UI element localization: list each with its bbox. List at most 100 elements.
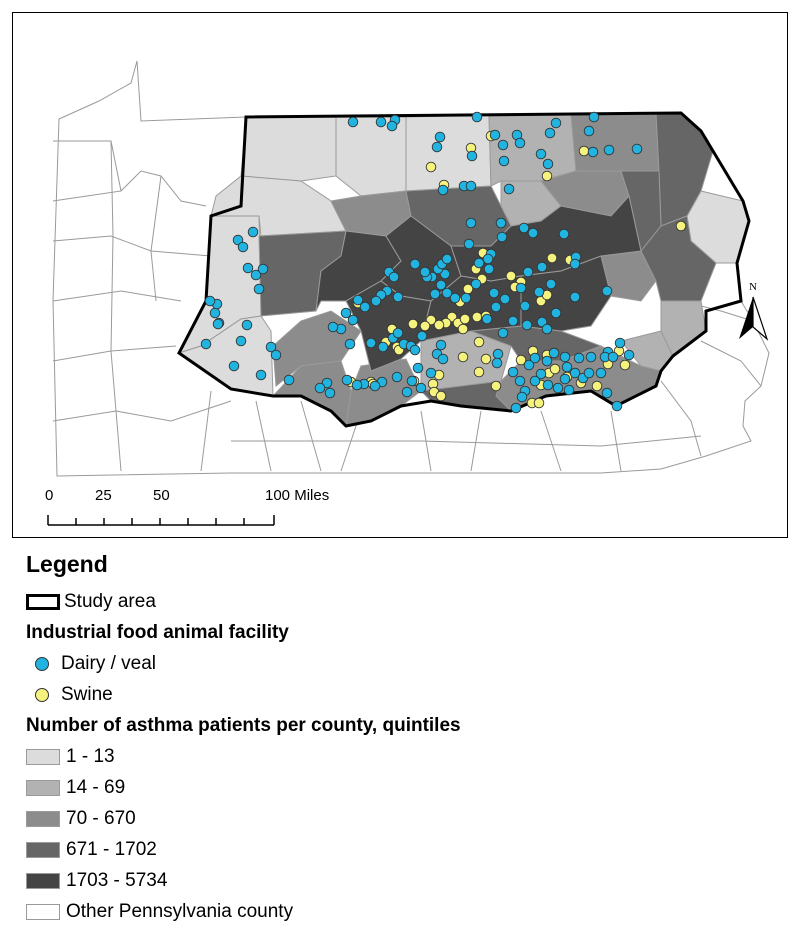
other-county-label: Other Pennsylvania county <box>66 900 294 922</box>
dairy-facility-point <box>588 111 600 123</box>
dairy-facility-point <box>327 321 339 333</box>
quintile-3-swatch <box>26 810 60 827</box>
dairy-facility-point <box>503 183 515 195</box>
asthma-heading: Number of asthma patients per county, qu… <box>26 714 461 736</box>
dairy-facility-point <box>463 238 475 250</box>
quintile-4-swatch <box>26 841 60 858</box>
dairy-facility-point <box>497 139 509 151</box>
dairy-facility-point <box>488 287 500 299</box>
dairy-facility-point <box>255 369 267 381</box>
dairy-facility-point <box>550 307 562 319</box>
dairy-facility-point <box>412 362 424 374</box>
dairy-facility-point <box>425 367 437 379</box>
swine-facility-point <box>435 390 447 402</box>
dairy-facility-point <box>370 295 382 307</box>
swine-label: Swine <box>61 683 113 705</box>
dairy-facility-point <box>601 387 613 399</box>
legend: Legend Study area Industrial food animal… <box>26 548 786 927</box>
dairy-facility-point <box>257 263 269 275</box>
dairy-facility-point <box>559 351 571 363</box>
dairy-facility-point <box>523 359 535 371</box>
dairy-facility-point <box>228 360 240 372</box>
dairy-facility-point <box>460 292 472 304</box>
dairy-facility-point <box>250 269 262 281</box>
dairy-facility-point <box>522 266 534 278</box>
dairy-facility-point <box>391 371 403 383</box>
dairy-facility-point <box>552 382 564 394</box>
dairy-facility-point <box>527 227 539 239</box>
county-q4 <box>640 215 717 302</box>
swine-dot-swatch <box>35 687 49 702</box>
dairy-facility-point <box>473 257 485 269</box>
dairy-facility-point <box>235 335 247 347</box>
dairy-facility-point <box>377 341 389 353</box>
scale-bar <box>47 515 275 526</box>
dairy-facility-point <box>533 286 545 298</box>
dairy-facility-point <box>465 217 477 229</box>
dairy-facility-point <box>529 352 541 364</box>
dairy-facility-point <box>498 155 510 167</box>
swine-facility-point <box>549 363 561 375</box>
dairy-facility-point <box>521 319 533 331</box>
dairy-facility-point <box>324 387 336 399</box>
legend-study-area: Study area <box>26 586 786 617</box>
legend-other-county: Other Pennsylvania county <box>26 896 786 927</box>
swine-facility-point <box>533 397 545 409</box>
facility-points <box>200 111 687 414</box>
dairy-facility-point <box>499 293 511 305</box>
dairy-facility-point <box>573 352 585 364</box>
dairy-facility-point <box>489 129 501 141</box>
dairy-facility-point <box>265 341 277 353</box>
dairy-facility-point <box>518 222 530 234</box>
dairy-facility-point <box>614 337 626 349</box>
dairy-facility-point <box>392 327 404 339</box>
dairy-facility-point <box>449 292 461 304</box>
dairy-facility-point <box>481 313 493 325</box>
dairy-facility-point <box>341 374 353 386</box>
swine-facility-point <box>505 270 517 282</box>
swine-facility-point <box>591 380 603 392</box>
swine-facility-point <box>675 220 687 232</box>
swine-facility-point <box>433 319 445 331</box>
dairy-facility-point <box>375 116 387 128</box>
dairy-facility-point <box>247 226 259 238</box>
swine-facility-point <box>407 318 419 330</box>
dairy-facility-point <box>439 268 451 280</box>
dairy-facility-point <box>419 266 431 278</box>
dairy-facility-point <box>559 373 571 385</box>
swine-facility-point <box>473 366 485 378</box>
dairy-facility-point <box>212 318 224 330</box>
other-county-swatch <box>26 903 60 920</box>
swine-facility-point <box>473 336 485 348</box>
dairy-facility-point <box>491 357 503 369</box>
dairy-facility-point <box>365 337 377 349</box>
scale-label-0: 0 <box>45 487 54 504</box>
dairy-facility-point <box>492 348 504 360</box>
quintile-5-swatch <box>26 872 60 889</box>
dairy-facility-point <box>431 141 443 153</box>
dairy-facility-point <box>253 283 265 295</box>
dairy-facility-point <box>435 339 447 351</box>
dairy-facility-point <box>583 367 595 379</box>
study-area-border <box>177 111 751 428</box>
dairy-facility-point <box>569 258 581 270</box>
swine-facility-point <box>490 380 502 392</box>
dairy-facility-point <box>542 158 554 170</box>
dairy-facility-point <box>347 314 359 326</box>
dairy-facility-point <box>514 137 526 149</box>
swine-facility-point <box>459 313 471 325</box>
dairy-facility-point <box>359 301 371 313</box>
dairy-facility-point <box>283 374 295 386</box>
dairy-facility-point <box>347 116 359 128</box>
facility-heading: Industrial food animal facility <box>26 621 289 643</box>
dairy-facility-point <box>429 288 441 300</box>
dairy-facility-point <box>409 258 421 270</box>
dairy-facility-point <box>542 379 554 391</box>
dairy-facility-point <box>352 294 364 306</box>
study-area-swatch <box>26 593 60 610</box>
dairy-facility-point <box>535 368 547 380</box>
quintile-3-label: 70 - 670 <box>66 807 136 829</box>
legend-quintile-4: 671 - 1702 <box>26 834 786 865</box>
dairy-facility-point <box>541 355 553 367</box>
pennsylvania-map: N <box>47 60 770 526</box>
